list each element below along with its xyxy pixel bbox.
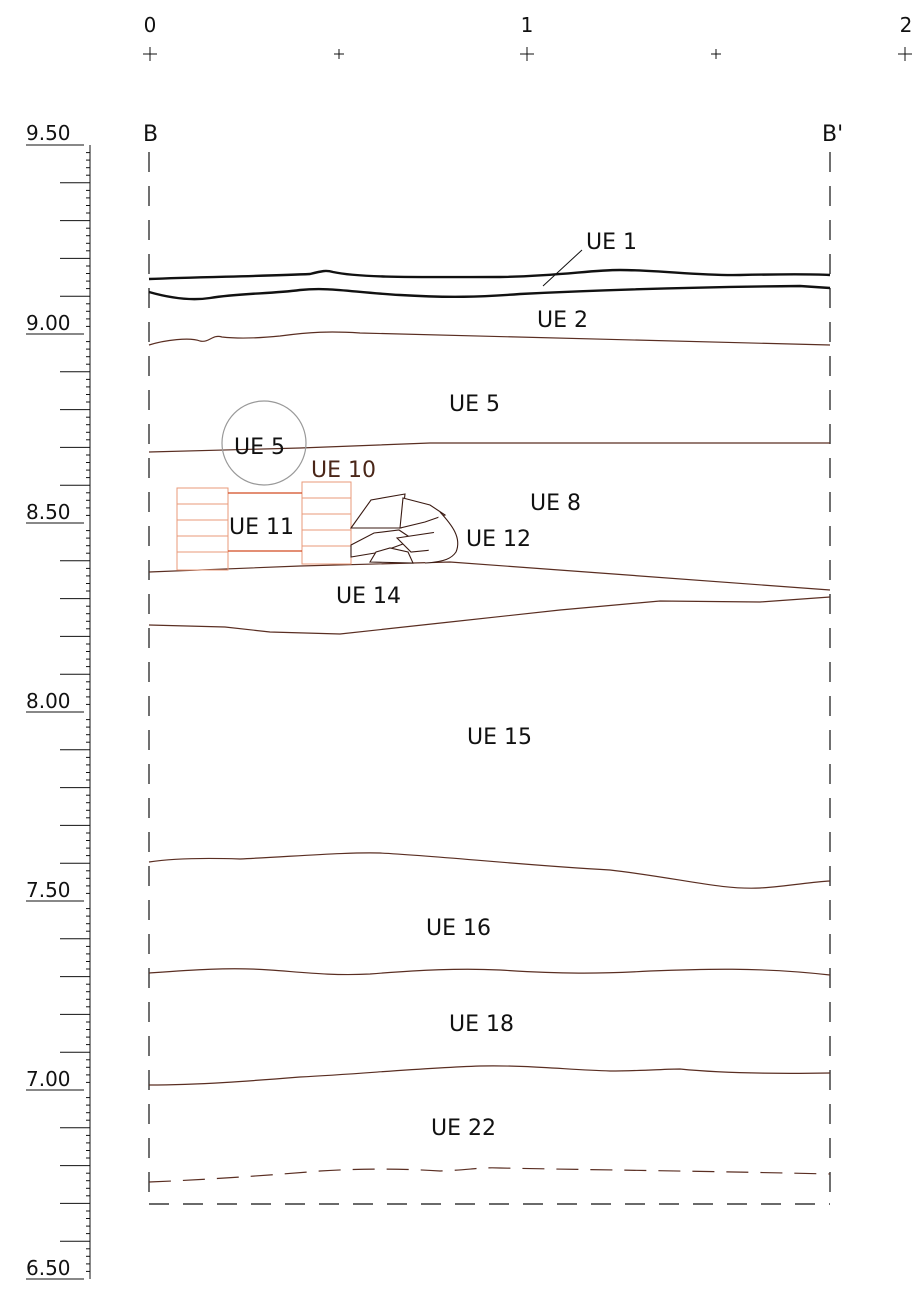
elevation-label-800: 8.00 [26,689,71,713]
scale-cross-0 [143,47,157,61]
scale-cross-half-1 [334,49,344,59]
label-ue1: UE 1 [586,230,637,255]
label-ue11: UE 11 [229,515,294,540]
scale-cross-1 [520,47,534,61]
label-ue2: UE 2 [537,308,588,333]
section-frame [148,152,831,1205]
label-ue5: UE 5 [449,392,500,417]
unit-labels: UE 1 UE 2 UE 5 UE 5 UE 10 UE 8 UE 11 UE … [229,230,637,1141]
label-ue15: UE 15 [467,725,532,750]
ue16-bottom-boundary [148,968,831,976]
elevation-ticks [60,145,91,1279]
elevation-label-650: 6.50 [26,1256,71,1280]
section-start-label: B [143,122,158,147]
stone-2 [399,497,447,529]
label-ue22: UE 22 [431,1116,496,1141]
ue2-bottom-boundary [148,331,831,346]
label-ue5-feature: UE 5 [234,435,285,460]
horizontal-scale: 0 1 2 [143,13,912,61]
brick-pier-right [301,481,352,565]
ue8-bottom-boundary [148,561,831,591]
elevation-scale: 9.50 9.00 8.50 8.00 7.50 7.00 6.50 [26,121,91,1280]
elevation-label-950: 9.50 [26,121,71,145]
ue1-top-boundary [148,268,831,281]
ue18-bottom-boundary [148,1065,831,1086]
ue1-leader-line [542,249,583,287]
label-ue14: UE 14 [336,584,401,609]
rubble-outline [424,511,459,564]
ue15-bottom-boundary [148,852,831,889]
ue1-bottom-boundary [148,284,831,301]
ue14-bottom-boundary [148,596,831,635]
brick-pier-left [176,487,229,571]
ue22-bottom-boundary [148,1167,831,1183]
layer-boundaries [148,249,831,1183]
scale-cross-half-2 [711,49,721,59]
label-ue10: UE 10 [311,458,376,483]
stone-5 [369,547,414,564]
scale-label-2: 2 [900,13,913,37]
scale-label-0: 0 [144,13,157,37]
scale-cross-2 [898,47,912,61]
elevation-label-700: 7.00 [26,1067,71,1091]
elevation-label-900: 9.00 [26,311,71,335]
stone-1 [349,493,406,529]
ue5-feature-circle [221,400,307,486]
ue11-wall [176,481,352,571]
ue5-bottom-boundary [148,442,830,453]
scale-label-1: 1 [521,13,534,37]
ue12-stone-rubble [349,493,459,564]
elevation-underlines [26,144,84,1280]
label-ue18: UE 18 [449,1012,514,1037]
label-ue16: UE 16 [426,916,491,941]
label-ue12: UE 12 [466,527,531,552]
elevation-label-850: 8.50 [26,500,71,524]
elevation-label-750: 7.50 [26,878,71,902]
section-end-label: B' [822,122,843,147]
label-ue8: UE 8 [530,491,581,516]
